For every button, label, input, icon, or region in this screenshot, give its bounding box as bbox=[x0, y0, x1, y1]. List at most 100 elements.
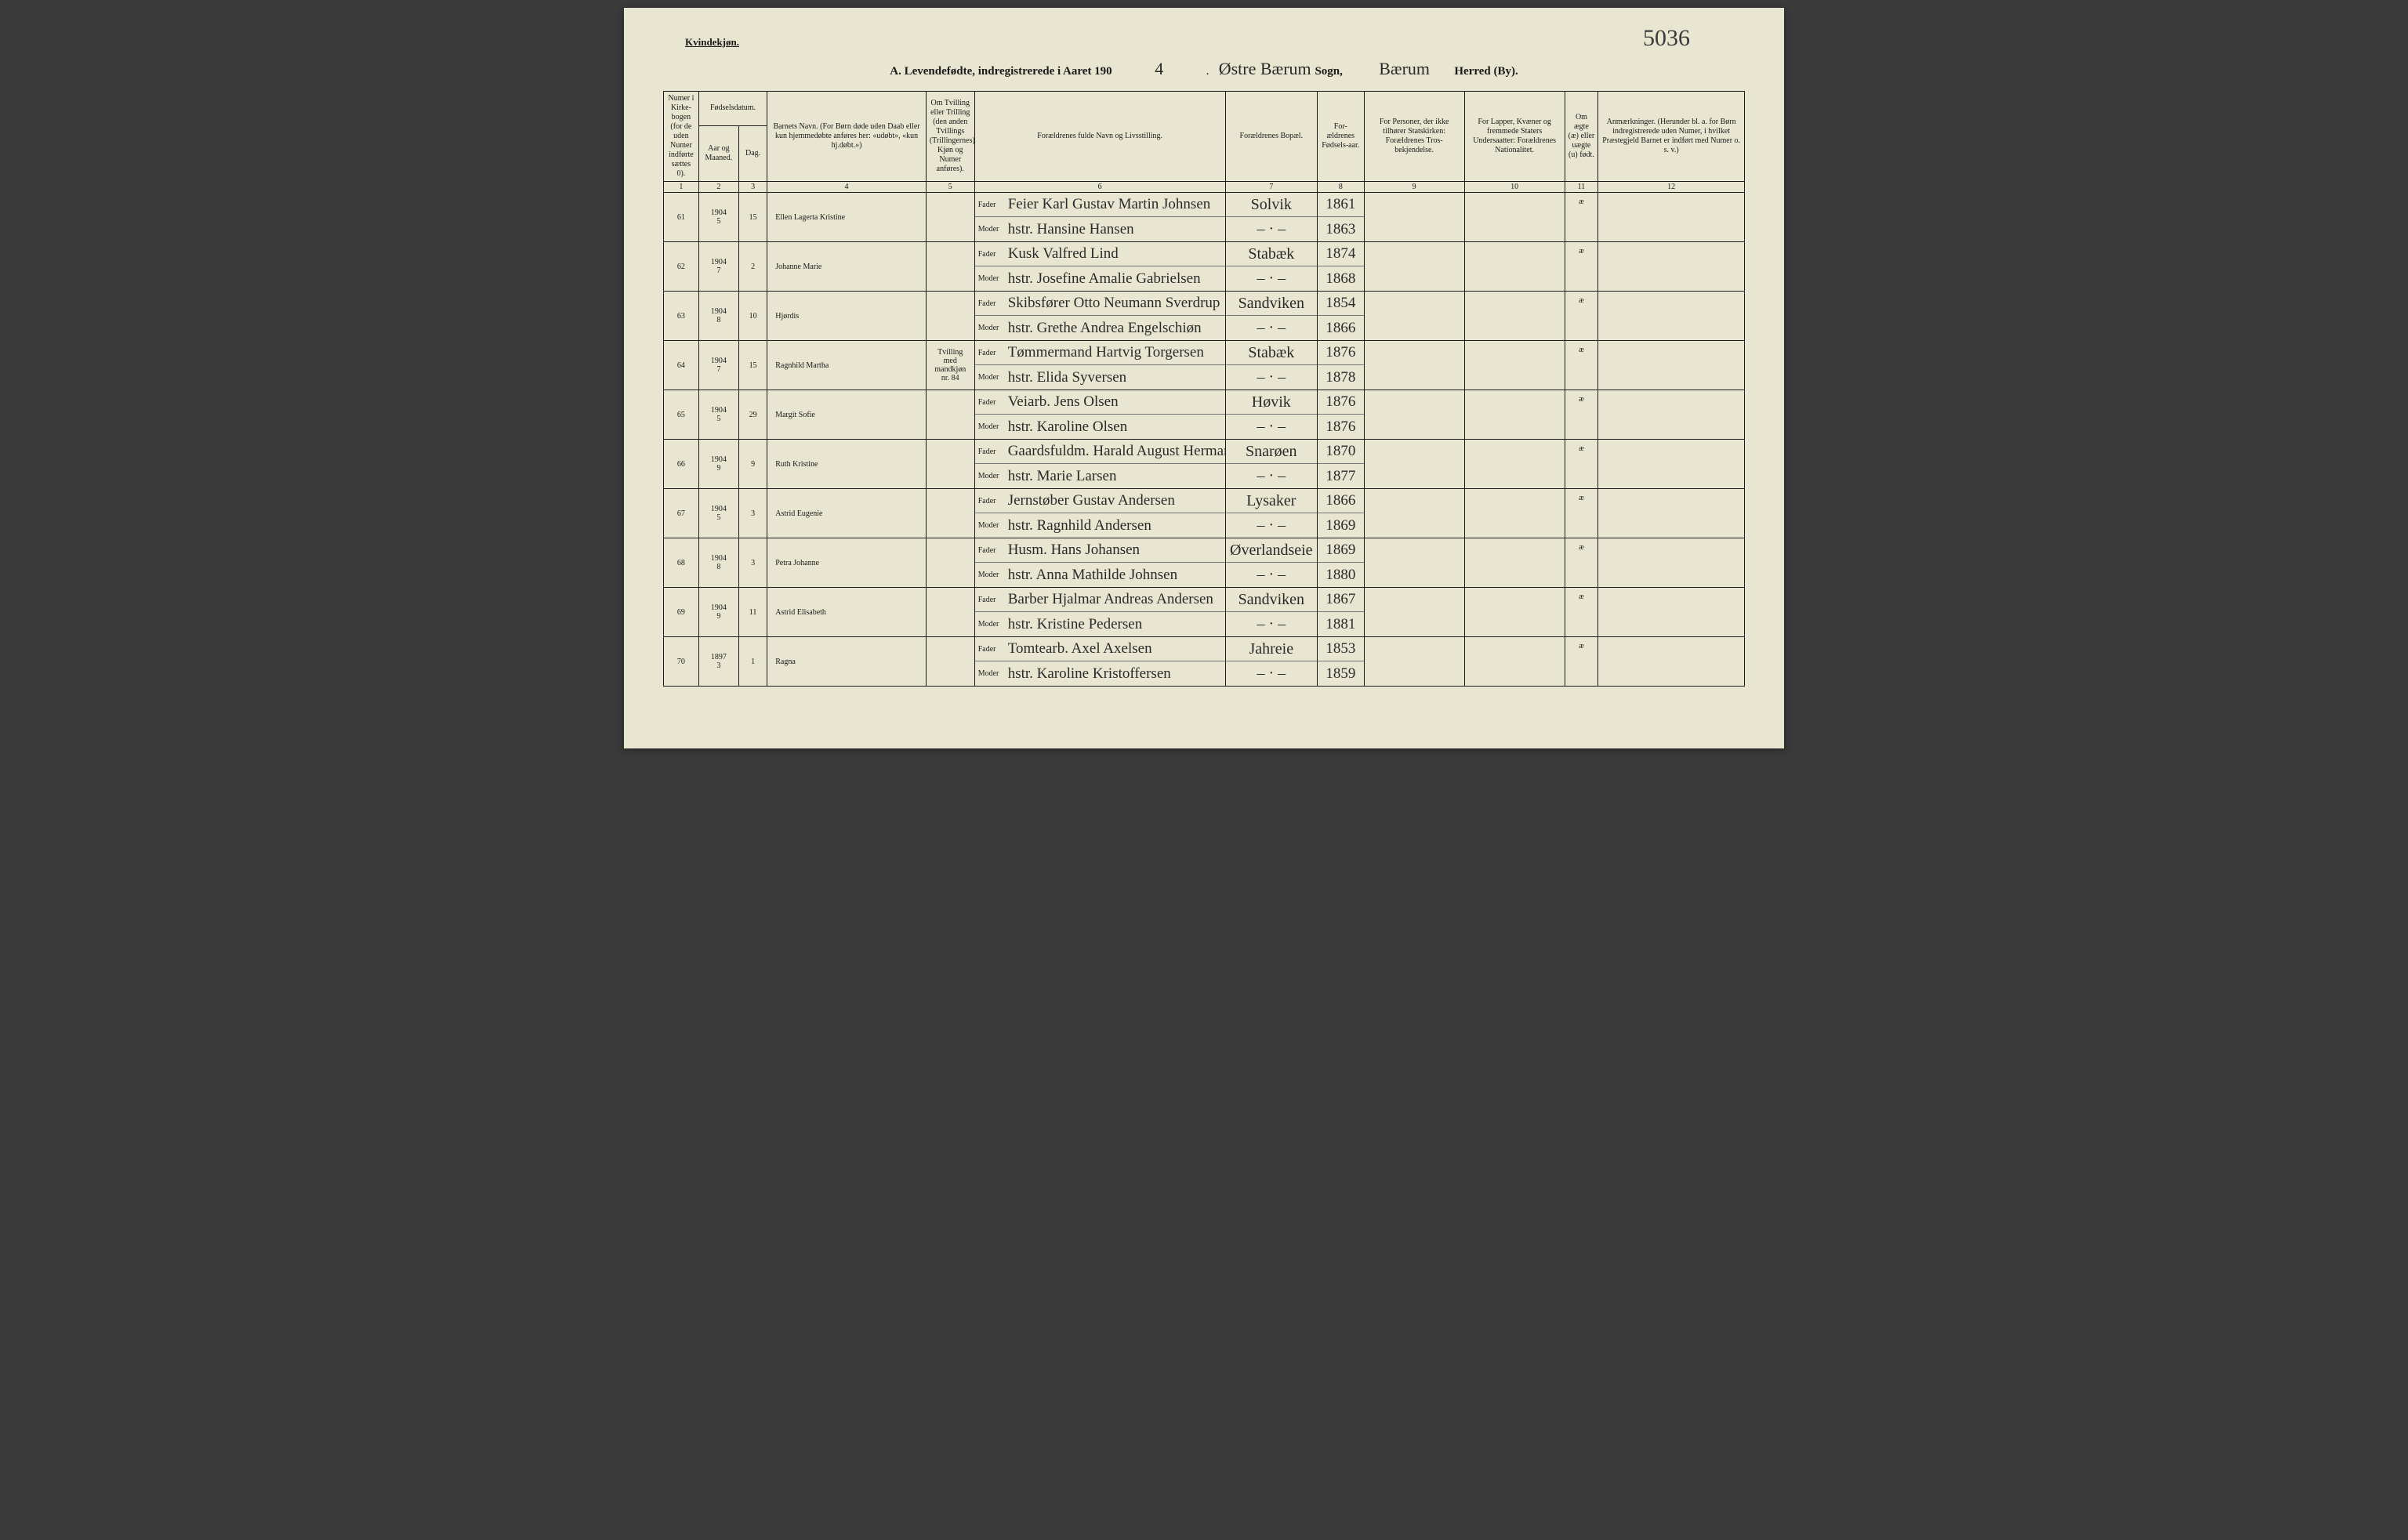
day: 3 bbox=[738, 489, 767, 538]
nationality bbox=[1464, 588, 1565, 637]
title-prefix: A. Levendefødte, indregistrerede i Aaret… bbox=[890, 65, 1112, 78]
nationality bbox=[1464, 637, 1565, 687]
moder-label: Moder bbox=[978, 373, 1008, 382]
column-number: 4 bbox=[767, 182, 927, 193]
col-header-childname: Barnets Navn. (For Børn døde uden Daab e… bbox=[767, 92, 927, 182]
remarks bbox=[1598, 637, 1745, 687]
moder-birthyear: 1876 bbox=[1318, 415, 1364, 439]
fader-label: Fader bbox=[978, 497, 1008, 505]
residence: Sandviken – · – bbox=[1225, 588, 1317, 637]
col-header-nationality: For Lapper, Kvæner og fremmede Staters U… bbox=[1464, 92, 1565, 182]
fader-birthyear: 1869 bbox=[1318, 538, 1364, 563]
residence-fader: Øverlandseie bbox=[1226, 538, 1317, 563]
year-month: 19049 bbox=[698, 440, 738, 489]
fader-name: Feier Karl Gustav Martin Johnsen bbox=[1008, 196, 1211, 213]
column-number-row: 123456789101112 bbox=[664, 182, 1745, 193]
page-title: A. Levendefødte, indregistrerede i Aaret… bbox=[663, 59, 1745, 79]
col-header-parents: Forældrenes fulde Navn og Livsstilling. bbox=[974, 92, 1225, 182]
fader-birthyear: 1874 bbox=[1318, 242, 1364, 266]
moder-birthyear: 1878 bbox=[1318, 365, 1364, 390]
legitimacy: æ bbox=[1565, 193, 1598, 242]
day: 15 bbox=[738, 341, 767, 390]
residence-moder: – · – bbox=[1226, 266, 1317, 291]
parent-birthyears: 1867 1881 bbox=[1317, 588, 1364, 637]
residence-fader: Snarøen bbox=[1226, 440, 1317, 464]
parent-birthyears: 1874 1868 bbox=[1317, 242, 1364, 292]
moder-label: Moder bbox=[978, 422, 1008, 431]
table-row: 63 19048 10 Hjørdis FaderSkibsfører Otto… bbox=[664, 292, 1745, 341]
nationality bbox=[1464, 242, 1565, 292]
col-header-residence: Forældrenes Bopæl. bbox=[1225, 92, 1317, 182]
fader-name: Veiarb. Jens Olsen bbox=[1008, 393, 1119, 411]
remarks bbox=[1598, 588, 1745, 637]
confession bbox=[1364, 242, 1464, 292]
parents: FaderSkibsfører Otto Neumann Sverdrup Mo… bbox=[974, 292, 1225, 341]
entry-number: 64 bbox=[664, 341, 699, 390]
entry-number: 69 bbox=[664, 588, 699, 637]
residence-moder: – · – bbox=[1226, 316, 1317, 340]
year-month: 19045 bbox=[698, 489, 738, 538]
moder-name: hstr. Grethe Andrea Engelschiøn bbox=[1008, 320, 1202, 337]
column-number: 12 bbox=[1598, 182, 1745, 193]
page-number: 5036 bbox=[1643, 25, 1690, 52]
fader-name: Tømmermand Hartvig Torgersen bbox=[1008, 344, 1204, 361]
confession bbox=[1364, 193, 1464, 242]
nationality bbox=[1464, 390, 1565, 440]
twin-note bbox=[926, 489, 974, 538]
col-header-remarks: Anmærkninger. (Herunder bl. a. for Børn … bbox=[1598, 92, 1745, 182]
parent-birthyears: 1870 1877 bbox=[1317, 440, 1364, 489]
nationality bbox=[1464, 292, 1565, 341]
twin-note bbox=[926, 538, 974, 588]
fader-name: Kusk Valfred Lind bbox=[1008, 245, 1119, 263]
parents: FaderJernstøber Gustav Andersen Moderhst… bbox=[974, 489, 1225, 538]
moder-name: hstr. Josefine Amalie Gabrielsen bbox=[1008, 270, 1201, 288]
fader-name: Jernstøber Gustav Andersen bbox=[1008, 492, 1175, 509]
fader-name: Tomtearb. Axel Axelsen bbox=[1008, 640, 1152, 658]
table-row: 64 19047 15 Ragnhild Martha Tvilling med… bbox=[664, 341, 1745, 390]
entry-number: 70 bbox=[664, 637, 699, 687]
confession bbox=[1364, 341, 1464, 390]
col-header-legitimacy: Om ægte (æ) eller uægte (u) født. bbox=[1565, 92, 1598, 182]
col-header-birthdate: Fødselsdatum. bbox=[698, 92, 767, 126]
fader-birthyear: 1876 bbox=[1318, 390, 1364, 415]
legitimacy: æ bbox=[1565, 538, 1598, 588]
fader-label: Fader bbox=[978, 596, 1008, 604]
table-row: 67 19045 3 Astrid Eugenie FaderJernstøbe… bbox=[664, 489, 1745, 538]
twin-note bbox=[926, 193, 974, 242]
entry-number: 67 bbox=[664, 489, 699, 538]
nationality bbox=[1464, 341, 1565, 390]
residence: Høvik – · – bbox=[1225, 390, 1317, 440]
residence-moder: – · – bbox=[1226, 464, 1317, 488]
moder-label: Moder bbox=[978, 620, 1008, 629]
parents: FaderHusm. Hans Johansen Moderhstr. Anna… bbox=[974, 538, 1225, 588]
child-name: Ragna bbox=[767, 637, 927, 687]
confession bbox=[1364, 390, 1464, 440]
parent-birthyears: 1854 1866 bbox=[1317, 292, 1364, 341]
legitimacy: æ bbox=[1565, 292, 1598, 341]
parents: FaderKusk Valfred Lind Moderhstr. Josefi… bbox=[974, 242, 1225, 292]
child-name: Astrid Elisabeth bbox=[767, 588, 927, 637]
parent-birthyears: 1866 1869 bbox=[1317, 489, 1364, 538]
day: 11 bbox=[738, 588, 767, 637]
moder-birthyear: 1868 bbox=[1318, 266, 1364, 291]
moder-label: Moder bbox=[978, 225, 1008, 234]
moder-name: hstr. Karoline Olsen bbox=[1008, 419, 1128, 436]
column-number: 1 bbox=[664, 182, 699, 193]
twin-note bbox=[926, 637, 974, 687]
sogn-value: Østre Bærum bbox=[1218, 59, 1312, 79]
residence: Øverlandseie – · – bbox=[1225, 538, 1317, 588]
confession bbox=[1364, 637, 1464, 687]
moder-birthyear: 1877 bbox=[1318, 464, 1364, 488]
twin-note bbox=[926, 292, 974, 341]
moder-name: hstr. Ragnhild Andersen bbox=[1008, 517, 1151, 534]
year-month: 19047 bbox=[698, 242, 738, 292]
fader-birthyear: 1870 bbox=[1318, 440, 1364, 464]
remarks bbox=[1598, 341, 1745, 390]
fader-name: Gaardsfuldm. Harald August Hermansen bbox=[1008, 443, 1225, 460]
child-name: Astrid Eugenie bbox=[767, 489, 927, 538]
moder-birthyear: 1869 bbox=[1318, 513, 1364, 538]
moder-label: Moder bbox=[978, 324, 1008, 332]
col-header-parent-birthyear: For-ældrenes Fødsels-aar. bbox=[1317, 92, 1364, 182]
residence-moder: – · – bbox=[1226, 661, 1317, 686]
parent-birthyears: 1861 1863 bbox=[1317, 193, 1364, 242]
